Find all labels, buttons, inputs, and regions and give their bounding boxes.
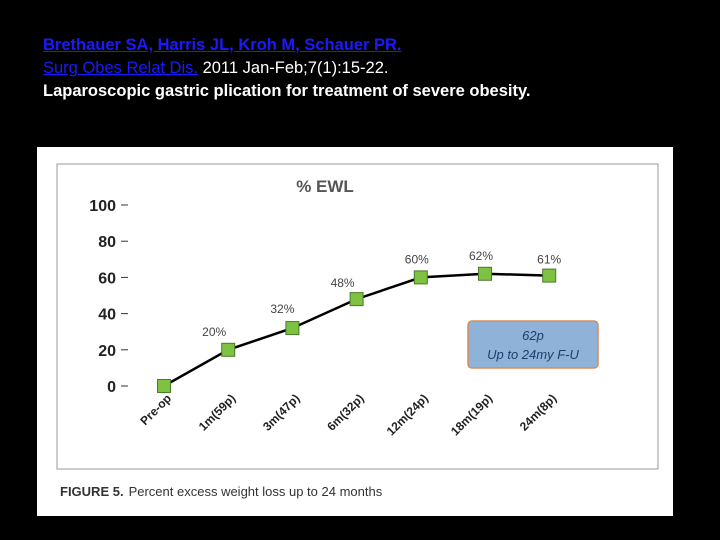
x-tick-label: Pre-op: [137, 391, 174, 428]
y-tick-label: 60: [98, 270, 116, 287]
plot-frame: [56, 163, 659, 470]
x-tick-label: 18m(19p): [448, 391, 495, 438]
y-tick-label: 100: [89, 198, 116, 215]
x-tick-label: 24m(8p): [517, 391, 559, 433]
x-tick-label: 12m(24p): [384, 391, 431, 438]
info-box-line1: 62p: [522, 328, 544, 343]
y-tick-label: 40: [98, 307, 116, 324]
data-marker: [542, 268, 557, 283]
data-label: 32%: [270, 302, 294, 316]
data-marker: [478, 266, 492, 281]
citation: Brethauer SA, Harris JL, Kroh M, Schauer…: [43, 34, 703, 103]
data-marker: [157, 379, 171, 393]
citation-authors-line: Brethauer SA, Harris JL, Kroh M, Schauer…: [43, 34, 703, 57]
x-tick-label: 6m(32p): [324, 391, 366, 433]
citation-details: 2011 Jan-Feb;7(1):15-22.: [202, 59, 389, 77]
x-tick-label: 3m(47p): [260, 391, 302, 433]
caption-text: Percent excess weight loss up to 24 mont…: [129, 484, 383, 499]
citation-journal-line: Surg Obes Relat Dis. 2011 Jan-Feb;7(1):1…: [43, 57, 703, 80]
info-box-line2: Up to 24my F-U: [487, 347, 579, 362]
y-tick-label: 20: [98, 343, 116, 360]
authors-link[interactable]: Brethauer SA, Harris JL, Kroh M, Schauer…: [43, 36, 402, 54]
caption-label: FIGURE 5.: [60, 484, 124, 499]
data-label: 60%: [405, 252, 429, 266]
figure-caption: FIGURE 5. Percent excess weight loss up t…: [60, 484, 383, 499]
data-label: 20%: [202, 325, 226, 339]
data-label: 48%: [331, 276, 355, 290]
figure-panel: % EWL 0 20 40 60 80 100 Pre-op 1m(59p) 3m(47p) 6…: [37, 147, 673, 516]
x-tick-label: 1m(59p): [196, 391, 238, 433]
chart: % EWL 0 20 40 60 80 100 Pre-op 1m(59p) 3m(47p) 6…: [56, 163, 659, 499]
data-marker: [285, 321, 300, 336]
data-label: 61%: [537, 253, 561, 267]
data-marker: [349, 292, 364, 307]
info-box-background: [467, 320, 599, 369]
journal-link[interactable]: Surg Obes Relat Dis.: [43, 59, 198, 77]
chart-title: % EWL: [296, 177, 354, 196]
article-title: Laparoscopic gastric plication for treat…: [43, 82, 531, 100]
data-marker: [413, 270, 428, 285]
y-tick-label: 80: [98, 234, 116, 251]
data-marker: [221, 342, 236, 357]
data-label: 62%: [469, 249, 493, 263]
info-box: 62p Up to 24my F-U: [467, 320, 599, 369]
y-tick-label: 0: [107, 379, 116, 396]
